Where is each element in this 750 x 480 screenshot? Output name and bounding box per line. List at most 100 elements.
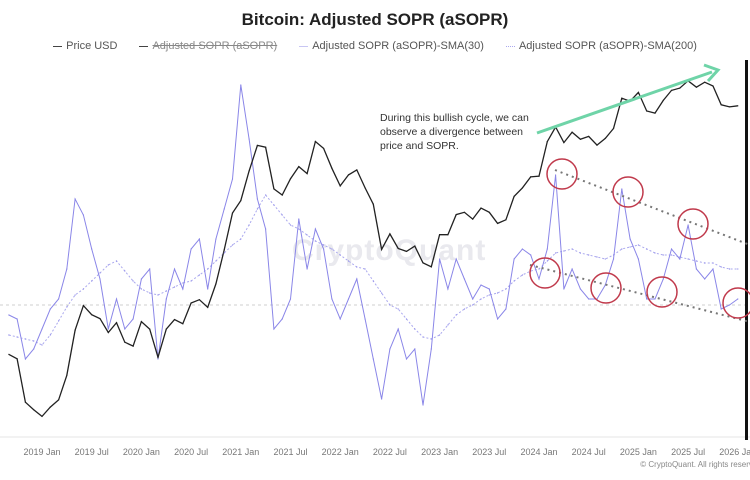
legend-label: Price USD	[66, 40, 118, 52]
highlight-circle	[546, 158, 578, 190]
data-point	[24, 358, 27, 360]
data-point	[480, 284, 482, 286]
data-point	[588, 135, 590, 138]
data-point	[381, 398, 383, 400]
data-point	[621, 97, 623, 99]
data-point	[173, 318, 176, 321]
data-point	[240, 84, 242, 86]
data-point	[190, 280, 192, 282]
data-point	[546, 141, 548, 143]
data-point	[372, 358, 374, 360]
data-point	[621, 248, 623, 250]
data-point	[49, 308, 51, 310]
data-point	[720, 104, 722, 106]
data-point	[115, 298, 118, 300]
data-point	[182, 288, 184, 290]
data-point	[712, 85, 714, 87]
data-point	[554, 252, 557, 254]
legend-item-asopr[interactable]: Adjusted SOPR (aSOPR)	[139, 40, 277, 52]
data-point	[513, 280, 515, 282]
data-point	[41, 415, 43, 417]
data-point	[165, 290, 167, 292]
data-point	[455, 314, 457, 316]
legend-item-sma30[interactable]: Adjusted SOPR (aSOPR)-SMA(30)	[299, 40, 484, 52]
x-tick-label: 2019 Jan	[23, 447, 60, 457]
data-point	[521, 187, 524, 189]
data-point	[695, 268, 697, 270]
data-point	[496, 318, 499, 320]
data-point	[314, 240, 316, 242]
data-point	[173, 286, 176, 288]
data-point	[405, 250, 408, 252]
data-point	[298, 166, 300, 168]
data-point	[173, 268, 176, 270]
data-point	[149, 292, 151, 294]
data-point	[248, 170, 250, 172]
data-point	[530, 176, 532, 178]
data-point	[414, 328, 416, 330]
data-point	[381, 248, 383, 251]
data-point	[223, 249, 225, 251]
x-tick-label: 2021 Jul	[273, 447, 307, 457]
data-point	[331, 298, 333, 300]
data-point	[231, 212, 234, 214]
data-point	[389, 233, 391, 235]
data-point	[256, 208, 258, 210]
divergence-line-upper	[554, 169, 750, 246]
data-point	[612, 127, 615, 130]
data-point	[16, 336, 18, 338]
data-point	[231, 178, 234, 180]
legend-item-price[interactable]: Price USD	[53, 40, 117, 52]
data-point	[16, 358, 18, 360]
trend-arrow-head	[703, 63, 721, 83]
data-point	[265, 146, 267, 148]
data-point	[422, 404, 424, 406]
data-point	[132, 318, 134, 320]
data-point	[265, 228, 267, 230]
data-point	[472, 298, 474, 300]
data-point	[372, 203, 374, 205]
data-point	[662, 99, 664, 102]
data-point	[463, 211, 466, 213]
data-point	[306, 268, 308, 270]
data-point	[612, 258, 615, 260]
highlight-circle	[646, 276, 678, 308]
chart-title: Bitcoin: Adjusted SOPR (aSOPR)	[241, 10, 509, 29]
data-point	[505, 288, 507, 290]
data-point	[281, 318, 283, 320]
data-point	[124, 341, 126, 343]
data-point	[99, 278, 101, 280]
data-point	[314, 140, 316, 143]
highlight-circle	[590, 272, 622, 304]
data-point	[654, 252, 656, 254]
data-point	[157, 294, 159, 296]
data-point	[289, 224, 292, 226]
x-tick-label: 2023 Jul	[472, 447, 506, 457]
data-point	[215, 260, 217, 262]
data-point	[588, 298, 590, 300]
data-point	[190, 248, 192, 250]
data-point	[107, 328, 109, 330]
data-point	[248, 138, 250, 140]
data-point	[364, 268, 366, 270]
data-point	[82, 304, 85, 307]
data-point	[231, 244, 234, 246]
data-point	[588, 254, 590, 256]
data-point	[637, 91, 640, 94]
data-point	[57, 399, 60, 401]
data-point	[687, 258, 689, 260]
data-point	[16, 318, 18, 320]
data-point	[480, 207, 482, 209]
data-point	[389, 348, 391, 350]
data-point	[496, 292, 499, 294]
data-point	[670, 254, 673, 256]
data-point	[8, 353, 10, 355]
data-point	[33, 409, 35, 411]
highlight-circle	[529, 257, 561, 289]
data-point	[563, 250, 565, 252]
legend-item-sma200[interactable]: Adjusted SOPR (aSOPR)-SMA(200)	[505, 40, 697, 52]
data-point	[389, 304, 391, 306]
data-point	[439, 334, 441, 336]
data-point	[538, 278, 540, 280]
